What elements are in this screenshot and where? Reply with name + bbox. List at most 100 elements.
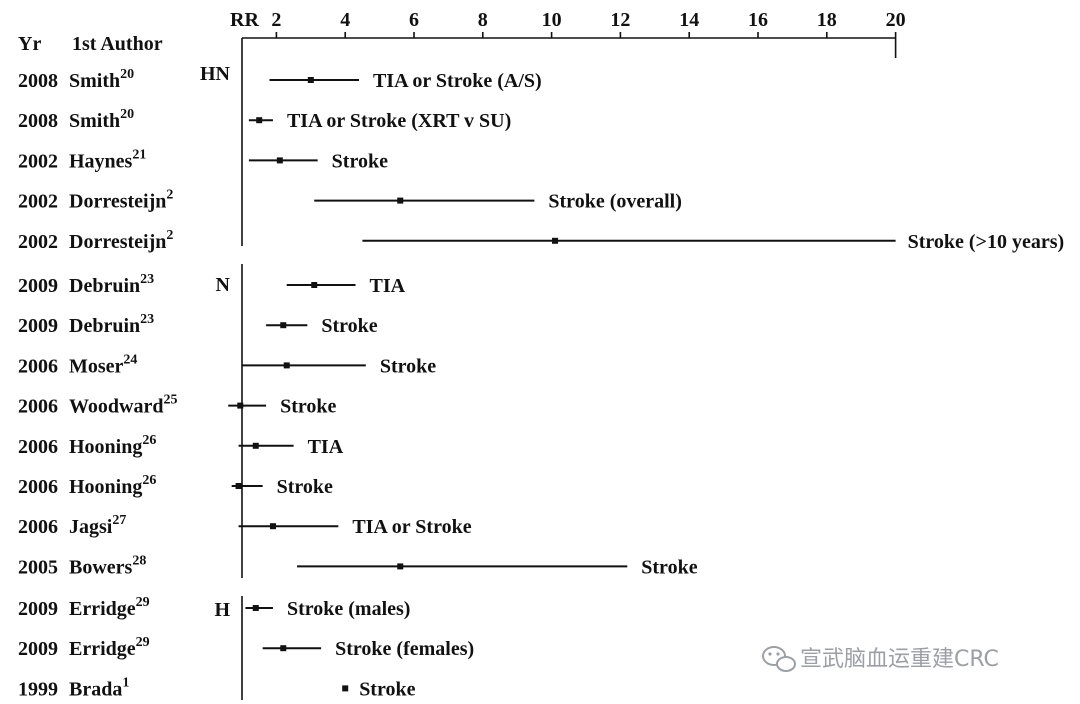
study-ref: 28 [132,553,146,568]
study-row: 2002 Dorresteijn2 Stroke (overall) [18,188,682,213]
study-author: Hooning26 [69,433,156,458]
study-author: Erridge29 [69,635,150,660]
study-row: 2002 Haynes21 Stroke [18,147,388,172]
study-year: 2006 [18,436,58,458]
watermark-text: 宣武脑血运重建CRC [800,647,999,672]
study-ref: 21 [132,147,146,162]
study-author-name: Dorresteijn [69,231,166,253]
study-row: 2006 Jagsi27 TIA or Stroke [18,513,472,538]
study-author: Bowers28 [69,553,146,578]
header-rr: RR [230,9,259,31]
study-row: 2009 Erridge29 Stroke (males) [18,595,410,620]
point-estimate [252,605,259,611]
study-author-name: Moser [69,355,124,377]
study-author: Moser24 [69,352,137,377]
point-estimate [552,237,559,244]
study-year: 2005 [18,556,58,578]
study-author: Brada1 [69,675,129,700]
x-tick-label: 8 [478,9,488,31]
study-row: 2009 Debruin23 Stroke [18,312,378,337]
point-estimate [397,197,404,204]
study-author-name: Hooning [69,436,142,458]
study-year: 2002 [18,191,58,213]
study-year: 2002 [18,150,58,172]
study-year: 2009 [18,598,58,620]
study-year: 2008 [18,110,58,132]
point-estimate [269,523,276,530]
study-author: Dorresteijn2 [69,188,173,213]
study-row: 2006 Woodward25 Stroke [18,393,337,418]
study-author-name: Hooning [69,476,142,498]
study-year: 2006 [18,396,58,418]
study-row: 1999 Brada1 Stroke [18,675,416,700]
x-tick-label: 4 [340,9,350,31]
x-tick-label: 20 [886,9,906,31]
x-tick-label: 18 [817,9,837,31]
outcome-label: Stroke [280,396,336,418]
study-year: 1999 [18,678,58,700]
study-author-name: Dorresteijn [69,191,166,213]
group-label: H [214,599,230,621]
point-estimate [252,442,259,449]
x-tick-label: 2 [271,9,281,31]
outcome-label: TIA or Stroke (A/S) [373,70,542,92]
point-estimate [237,402,244,409]
study-author: Erridge29 [69,595,150,620]
outcome-label: TIA or Stroke [352,516,471,538]
study-row: 2006 Hooning26 TIA [18,433,344,458]
study-author: Jagsi27 [69,513,126,538]
outcome-label: TIA [308,436,344,458]
study-author-name: Debruin [69,315,140,337]
point-estimate [280,322,287,329]
study-year: 2006 [18,476,58,498]
study-author-name: Erridge [69,598,136,620]
header-author: 1st Author [72,33,163,55]
point-estimate [276,157,283,164]
study-year: 2009 [18,275,58,297]
study-author-name: Bowers [69,556,133,578]
study-ref: 2 [166,228,173,243]
study-ref: 29 [136,635,150,650]
study-ref: 2 [166,188,173,203]
outcome-label: Stroke [332,150,388,172]
outcome-label: Stroke (males) [287,598,411,620]
study-author: Woodward25 [69,393,177,418]
outcome-label: Stroke (overall) [548,191,682,213]
point-estimate [235,483,242,489]
x-tick-label: 16 [748,9,768,31]
study-ref: 1 [122,675,129,690]
study-ref: 29 [136,595,150,610]
outcome-label: TIA [370,275,406,297]
outcome-label: Stroke [321,315,377,337]
study-author-name: Erridge [69,638,136,660]
study-author: Haynes21 [69,147,146,172]
outcome-label: Stroke [641,556,697,578]
study-author-name: Woodward [69,396,163,418]
study-ref: 20 [120,107,134,122]
point-estimate [397,563,404,570]
study-author: Smith20 [69,107,134,132]
point-estimate [307,77,314,83]
study-row: 2009 Erridge29 Stroke (females) [18,635,474,660]
study-year: 2008 [18,70,58,92]
point-estimate [256,117,263,124]
outcome-label: Stroke [380,355,436,377]
x-tick-label: 6 [409,9,419,31]
study-ref: 24 [123,352,137,367]
header-year: Yr [18,33,41,55]
study-author: Debruin23 [69,272,154,297]
wechat-icon [762,646,796,672]
study-author-name: Smith [69,70,120,92]
study-author-name: Jagsi [69,516,113,538]
point-estimate [280,645,287,652]
study-year: 2006 [18,355,58,377]
study-author-name: Brada [69,678,122,700]
study-rows: 2008 Smith20 TIA or Stroke (A/S)2008 Smith2… [18,67,1064,700]
study-ref: 27 [112,513,126,528]
group-separators: HN N H [200,38,243,700]
study-row: 2008 Smith20 TIA or Stroke (A/S) [18,67,542,92]
point-estimate [311,282,318,288]
x-tick-label: 14 [679,9,699,31]
point-estimate [342,685,349,692]
